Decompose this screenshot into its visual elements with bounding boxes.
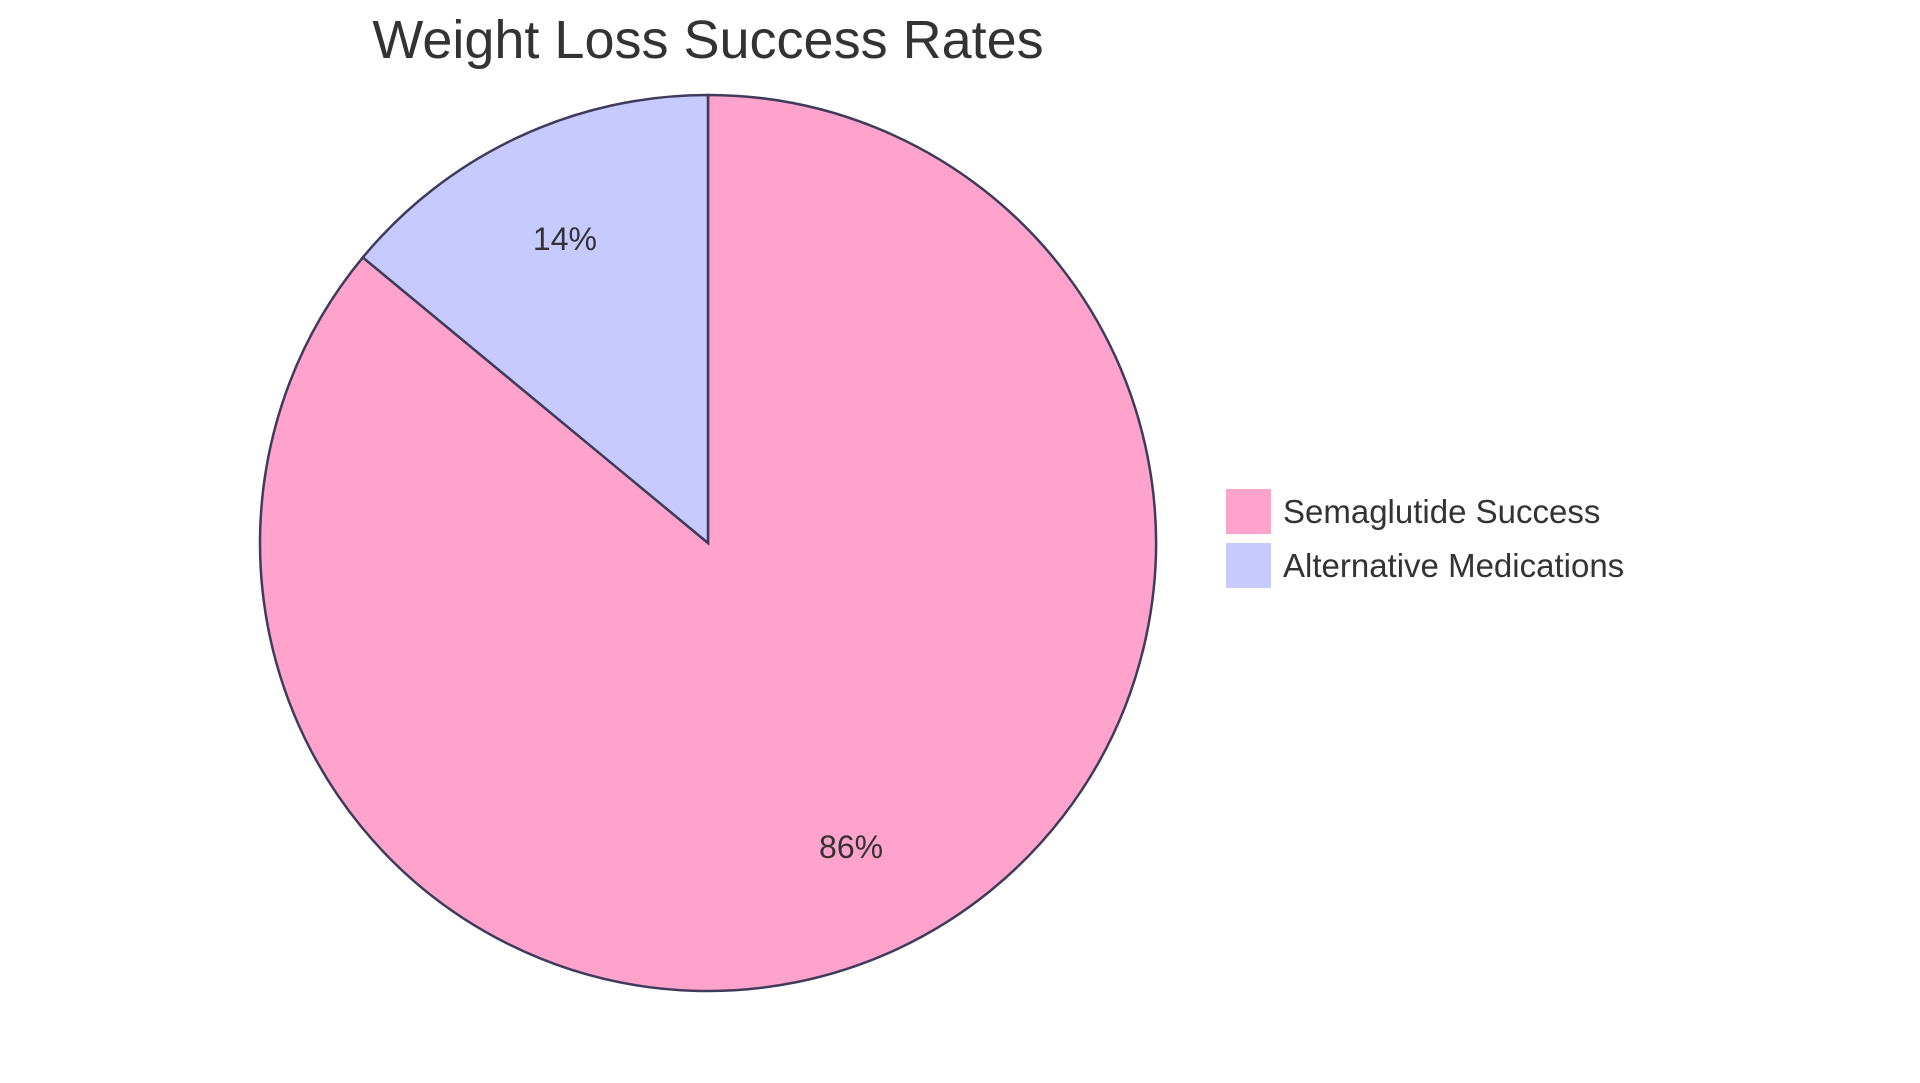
legend-label-semaglutide-success: Semaglutide Success [1283,493,1600,530]
legend-swatch-semaglutide-success [1226,489,1271,534]
legend-swatch-alternative-medications [1226,543,1271,588]
slice-label-alternative-medications: 14% [533,221,597,257]
legend: Semaglutide Success Alternative Medicati… [1226,489,1624,588]
slice-label-semaglutide-success: 86% [819,829,883,865]
pie-labels: 86% 14% [533,221,883,865]
legend-item-alternative-medications: Alternative Medications [1226,543,1624,588]
chart-title: Weight Loss Success Rates [372,10,1043,70]
legend-item-semaglutide-success: Semaglutide Success [1226,489,1600,534]
legend-label-alternative-medications: Alternative Medications [1283,547,1624,584]
pie-slices [258,93,1158,993]
pie-slice-alternative-medications [361,93,710,546]
